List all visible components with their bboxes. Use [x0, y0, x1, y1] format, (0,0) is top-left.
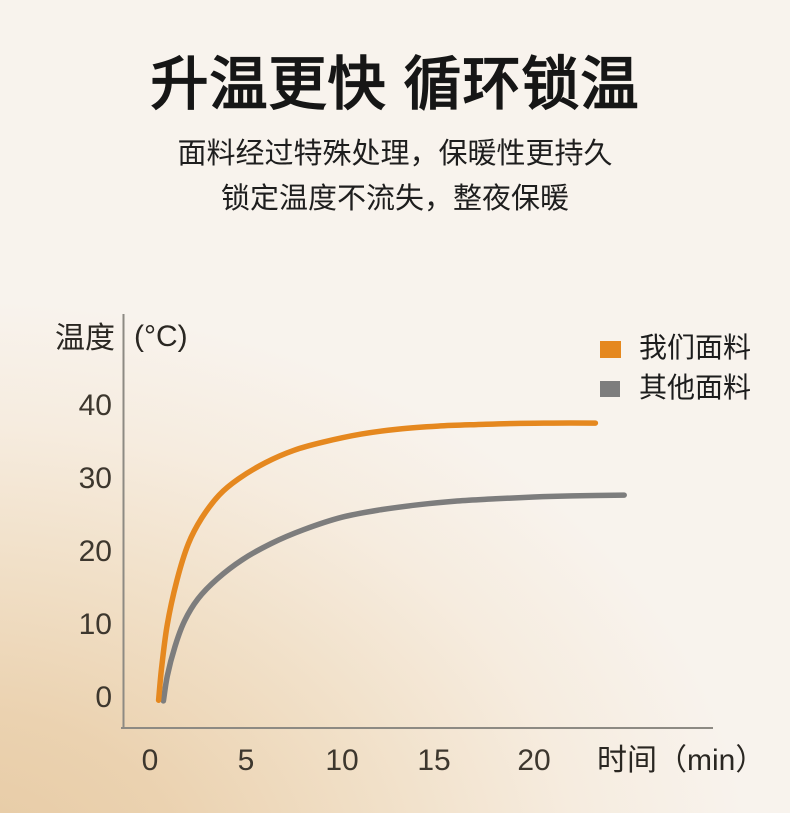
subtitle-line-1: 面料经过特殊处理，保暖性更持久: [177, 137, 613, 170]
legend-swatch-our-fabric: [600, 341, 621, 358]
x-tick-10: 10: [325, 744, 358, 777]
legend: 我们面料 其他面料: [600, 332, 751, 403]
x-axis-title: 时间（min）: [597, 744, 765, 777]
x-tick-15: 15: [417, 744, 450, 777]
y-tick-0: 0: [95, 681, 112, 714]
x-tick-20: 20: [517, 744, 550, 777]
legend-label-our-fabric: 我们面料: [639, 332, 751, 363]
x-tick-5: 5: [238, 744, 255, 777]
y-tick-20: 20: [79, 535, 112, 568]
legend-swatch-other-fabric: [600, 381, 620, 397]
subtitle: 面料经过特殊处理，保暖性更持久 锁定温度不流失，整夜保暖: [0, 132, 790, 222]
page-title: 升温更快 循环锁温: [150, 52, 640, 117]
our-fabric-curve: [155, 420, 599, 703]
y-tick-40: 40: [79, 389, 112, 422]
y-axis-unit: (°C): [134, 320, 188, 353]
y-tick-10: 10: [79, 608, 112, 641]
header: 升温更快 循环锁温 面料经过特殊处理，保暖性更持久 锁定温度不流失，整夜保暖: [0, 0, 790, 222]
legend-label-other-fabric: 其他面料: [639, 372, 751, 403]
y-axis-title: 温度: [55, 322, 115, 355]
x-tick-0: 0: [142, 744, 159, 777]
other-fabric-curve: [160, 492, 627, 704]
subtitle-line-2: 锁定温度不流失，整夜保暖: [220, 182, 569, 215]
y-tick-30: 30: [79, 462, 112, 495]
